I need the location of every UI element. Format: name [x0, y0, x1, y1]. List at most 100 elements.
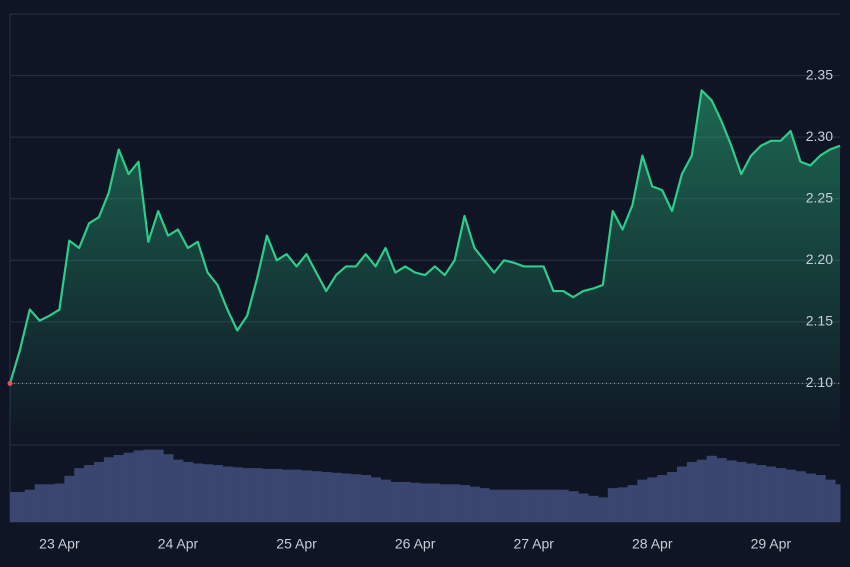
- volume-bar: [331, 472, 342, 522]
- volume-bar: [637, 479, 648, 522]
- volume-bar: [785, 469, 797, 522]
- volume-bar: [380, 479, 391, 522]
- volume-bar: [301, 470, 312, 522]
- volume-bar: [479, 488, 490, 522]
- y-tick-label: 2.25: [806, 189, 833, 205]
- volume-bar: [578, 493, 589, 522]
- volume-bar: [508, 489, 520, 522]
- volume-bar: [528, 489, 540, 522]
- volume-bar: [627, 485, 638, 522]
- volume-bar: [429, 483, 441, 522]
- y-tick-label: 2.20: [806, 251, 833, 267]
- volume-bar: [548, 489, 559, 522]
- y-tick-label: 2.10: [806, 374, 833, 390]
- volume-bar: [54, 483, 65, 522]
- volume-bar: [242, 468, 253, 522]
- volume-bar: [676, 466, 688, 522]
- area-fill: [10, 90, 840, 445]
- volume-bar: [706, 455, 717, 522]
- volume-bar: [173, 459, 184, 522]
- start-point: [7, 380, 13, 386]
- volume-bar: [756, 465, 767, 522]
- volume-bar: [44, 484, 55, 522]
- volume-bar: [835, 484, 841, 522]
- volume-bar: [597, 497, 609, 522]
- volume-bar: [113, 455, 125, 522]
- volume-bar: [261, 468, 273, 522]
- volume-bar: [182, 461, 194, 522]
- volume-bar: [212, 465, 223, 522]
- y-tick-label: 2.35: [806, 66, 833, 82]
- y-tick-label: 2.30: [806, 128, 833, 144]
- volume-bar: [84, 465, 95, 522]
- x-tick-label: 26 Apr: [395, 536, 436, 552]
- volume-bar: [34, 484, 46, 522]
- volume-bar: [667, 471, 678, 522]
- volume-bar: [281, 469, 293, 522]
- volume-bar: [400, 481, 411, 522]
- volume-bar: [439, 484, 451, 522]
- volume-bar: [14, 491, 26, 522]
- volume-bar: [795, 471, 806, 522]
- volume-bar: [93, 461, 105, 522]
- volume-bar: [291, 469, 302, 522]
- volume-bar: [311, 471, 322, 522]
- volume-bar: [123, 452, 135, 522]
- volume-bar: [469, 486, 480, 522]
- volume-bar: [775, 468, 787, 522]
- price-line: [8, 89, 841, 384]
- volume-bar: [647, 477, 658, 522]
- volume-bar: [232, 467, 243, 522]
- x-tick-label: 25 Apr: [276, 536, 317, 552]
- volume-bar: [726, 460, 737, 522]
- volume-bar: [825, 479, 836, 522]
- volume-bar: [153, 449, 164, 522]
- volume-bar: [360, 475, 372, 522]
- volume-bar: [271, 468, 283, 522]
- volume-bar: [341, 473, 352, 522]
- volume-bar: [370, 477, 382, 522]
- volume-bar: [746, 463, 757, 522]
- volume-bar: [133, 450, 144, 522]
- x-tick-label: 28 Apr: [632, 536, 673, 552]
- volume-bar: [588, 495, 599, 522]
- volume-bar: [222, 466, 233, 522]
- volume-bar: [390, 481, 401, 522]
- volume-bar: [489, 489, 500, 522]
- volume-bar: [657, 475, 668, 522]
- volume-bar: [103, 457, 115, 522]
- volume-bar: [10, 491, 16, 522]
- volume-bar: [736, 461, 747, 522]
- volume-bar: [410, 482, 421, 522]
- volume-bar: [686, 461, 698, 522]
- volume-bar: [350, 474, 362, 522]
- x-tick-label: 27 Apr: [513, 536, 554, 552]
- volume-bar: [716, 458, 727, 522]
- volume-bar: [568, 491, 579, 522]
- volume-bar: [321, 471, 332, 522]
- x-tick-label: 23 Apr: [39, 536, 80, 552]
- volume-bar: [449, 484, 461, 522]
- volume-bar: [815, 475, 826, 522]
- x-tick-label: 29 Apr: [751, 536, 792, 552]
- volume-bar: [163, 454, 174, 522]
- volume-bar: [805, 473, 816, 522]
- volume-bar: [24, 489, 36, 522]
- volume-bar: [143, 449, 154, 522]
- volume-bar: [518, 489, 530, 522]
- volume-bar: [252, 468, 263, 522]
- volume-bar: [202, 464, 214, 522]
- volume-bar: [617, 487, 629, 522]
- volume-bar: [192, 463, 204, 522]
- volume-bar: [499, 489, 510, 522]
- volume-bar: [538, 489, 550, 522]
- volume-bar: [459, 485, 470, 522]
- volume-bar: [420, 483, 431, 522]
- volume-bar: [607, 488, 619, 522]
- x-tick-label: 24 Apr: [158, 536, 199, 552]
- volume-bar: [558, 489, 569, 522]
- volume-bar: [74, 468, 85, 522]
- volume-bar: [696, 459, 708, 522]
